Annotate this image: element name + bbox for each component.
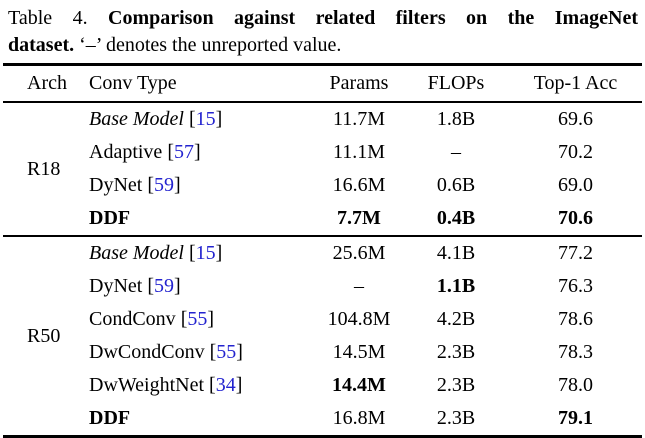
conv-type-name: DDF — [89, 407, 131, 429]
params-cell: 11.1M — [332, 141, 386, 163]
conv-type-cell: CondConv [55] — [89, 308, 215, 330]
params-cell: 14.5M — [332, 341, 386, 363]
conv-type-cell: DyNet [59] — [89, 275, 181, 297]
flops-cell: 4.1B — [436, 242, 476, 264]
table-row: R50 Base Model [15] 25.6M 4.1B 77.2 — [3, 236, 642, 347]
flops-cell: 2.3B — [436, 407, 476, 429]
arch-group: R18 Base Model [15] 11.7M 1.8B 69.6 Adaptive … — [3, 102, 642, 236]
conv-type-name: Base Model — [89, 108, 184, 130]
conv-type-cell: DDF — [87, 402, 315, 437]
citation-link[interactable]: 59 — [154, 174, 174, 196]
conv-type-name: Adaptive — [89, 141, 163, 163]
table-row: R18 Base Model [15] 11.7M 1.8B 69.6 — [3, 102, 642, 180]
top1-acc-cell: 69.6 — [558, 108, 593, 130]
conv-type-cell: Base Model [15] — [89, 242, 223, 264]
conv-type-name: DyNet — [89, 275, 143, 297]
top1-acc-cell: 76.3 — [558, 275, 593, 297]
arch-group: R50 Base Model [15] 25.6M 4.1B 77.2 DyNet [59… — [3, 236, 642, 437]
table-row: DyNet [59] – 1.1B 76.3 — [3, 270, 642, 303]
table-row: DDF 7.7M 0.4B 70.6 — [3, 202, 642, 236]
top1-acc-cell: 69.0 — [558, 174, 593, 196]
caption-note: ‘–’ denotes the unreported value. — [79, 34, 342, 56]
conv-type-name: DwWeightNet — [89, 374, 205, 396]
caption-label: Table 4. — [8, 7, 88, 29]
params-cell: 104.8M — [327, 308, 391, 330]
table-row: CondConv [55] 104.8M 4.2B 78.6 — [3, 303, 642, 336]
results-table: Arch Conv Type Params FLOPs Top-1 Acc R1… — [3, 63, 642, 438]
params-cell: – — [354, 275, 364, 297]
flops-cell: – — [451, 141, 461, 163]
table-header: Arch Conv Type Params FLOPs Top-1 Acc — [3, 64, 642, 103]
header-top1-acc: Top-1 Acc — [509, 64, 642, 103]
citation-link[interactable]: 15 — [195, 242, 216, 264]
top1-acc-cell: 78.6 — [558, 308, 593, 330]
params-cell: 11.7M — [332, 108, 386, 130]
top1-acc-cell: 70.6 — [558, 207, 593, 229]
top1-acc-cell: 78.3 — [558, 341, 593, 363]
params-cell: 7.7M — [337, 207, 381, 229]
citation-link[interactable]: 55 — [187, 308, 208, 330]
header-arch: Arch — [3, 64, 87, 103]
table-row: Adaptive [57] 11.1M – 70.2 — [3, 136, 642, 169]
top1-acc-cell: 77.2 — [558, 242, 593, 264]
conv-type-cell: DDF — [87, 202, 315, 236]
conv-type-cell: DwCondConv [55] — [89, 341, 243, 363]
citation-link[interactable]: 57 — [173, 141, 194, 163]
conv-type-name: Base Model — [89, 242, 184, 264]
table-row: DyNet [59] 16.6M 0.6B 69.0 — [3, 169, 642, 202]
flops-cell: 1.8B — [436, 108, 476, 130]
caption-line-1: Table 4. Comparison against related filt… — [8, 5, 638, 32]
citation-link[interactable]: 55 — [216, 341, 237, 363]
flops-cell: 2.3B — [436, 374, 476, 396]
conv-type-cell: Base Model [15] — [89, 108, 223, 130]
header-conv-type: Conv Type — [87, 64, 315, 103]
params-cell: 16.8M — [332, 407, 386, 429]
citation-link[interactable]: 59 — [154, 275, 174, 297]
conv-type-name: DyNet — [89, 174, 143, 196]
table-caption: Table 4. Comparison against related filt… — [0, 0, 645, 59]
conv-type-cell: DyNet [59] — [89, 174, 181, 196]
params-cell: 16.6M — [332, 174, 386, 196]
flops-cell: 1.1B — [436, 275, 476, 297]
conv-type-name: CondConv — [89, 308, 176, 330]
conv-type-name: DwCondConv — [89, 341, 205, 363]
params-cell: 25.6M — [332, 242, 386, 264]
top1-acc-cell: 78.0 — [558, 374, 593, 396]
table-row: DwCondConv [55] 14.5M 2.3B 78.3 — [3, 336, 642, 369]
header-params: Params — [315, 64, 403, 103]
citation-link[interactable]: 15 — [195, 108, 216, 130]
flops-cell: 2.3B — [436, 341, 476, 363]
caption-title-bold-1: Comparison against related filters on th… — [108, 7, 638, 29]
conv-type-cell: Adaptive [57] — [89, 141, 201, 163]
caption-title-bold-2: dataset. — [8, 34, 75, 56]
flops-cell: 0.6B — [436, 174, 476, 196]
arch-label: R18 — [27, 157, 61, 180]
header-row: Arch Conv Type Params FLOPs Top-1 Acc — [3, 64, 642, 103]
header-flops: FLOPs — [403, 64, 509, 103]
table-row: DDF 16.8M 2.3B 79.1 — [3, 402, 642, 437]
citation-link[interactable]: 34 — [215, 374, 236, 396]
conv-type-name: DDF — [89, 207, 131, 229]
flops-cell: 0.4B — [436, 207, 476, 229]
arch-label: R50 — [27, 324, 61, 347]
flops-cell: 4.2B — [436, 308, 476, 330]
top1-acc-cell: 70.2 — [558, 141, 593, 163]
table-row: DwWeightNet [34] 14.4M 2.3B 78.0 — [3, 369, 642, 402]
params-cell: 14.4M — [332, 374, 386, 396]
top1-acc-cell: 79.1 — [558, 407, 593, 429]
conv-type-cell: DwWeightNet [34] — [89, 374, 243, 396]
caption-line-2: dataset. ‘–’ denotes the unreported valu… — [8, 32, 638, 59]
